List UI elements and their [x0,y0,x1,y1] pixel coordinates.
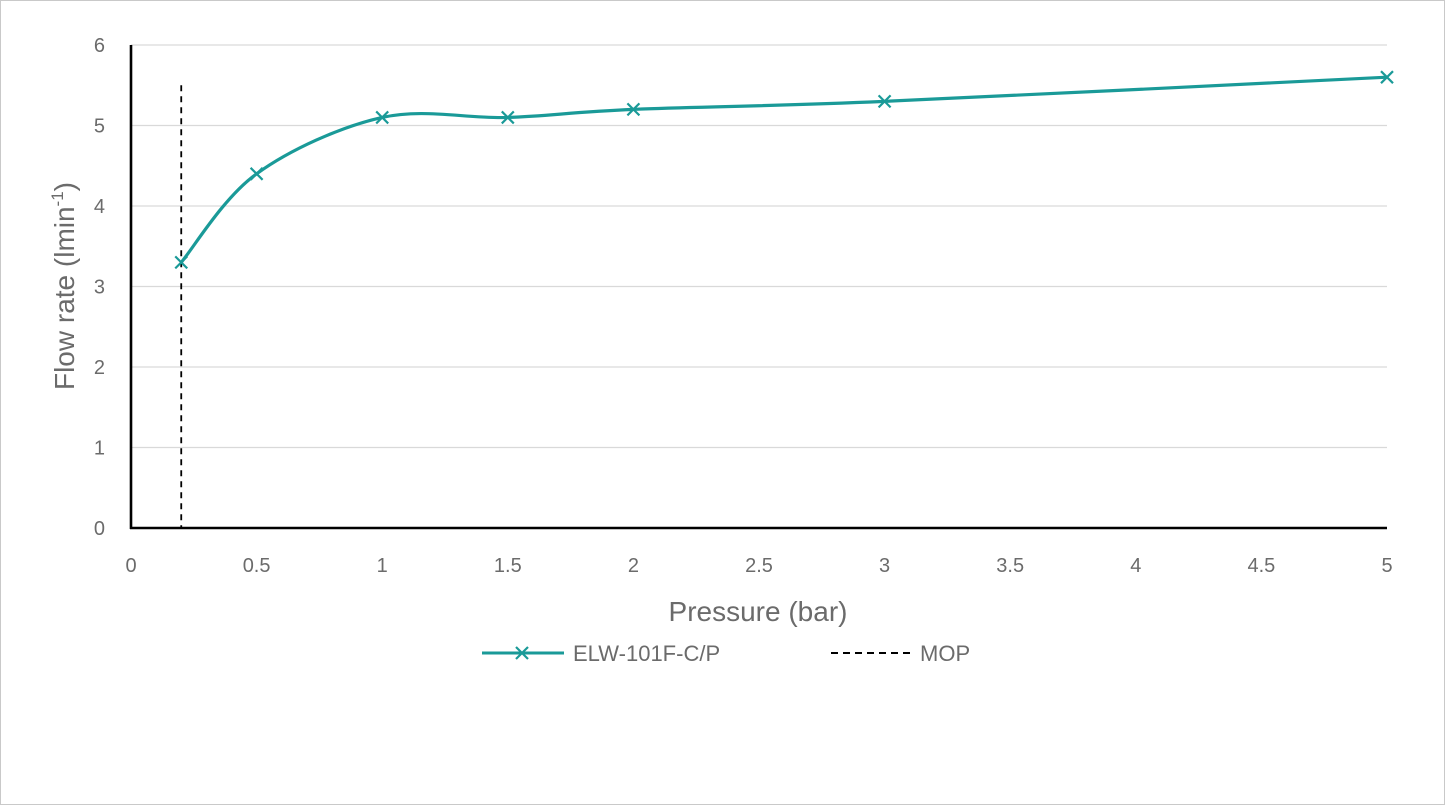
legend-series-label: ELW-101F-C/P [573,641,720,666]
tick-labels: 0 1 2 3 4 5 6 0 0.5 1 1.5 2 2.5 3 3.5 4 4.5 5 [94,35,1393,577]
x-tick-label-4: 2 [628,555,639,577]
y-axis-title-close: ) [49,182,80,191]
axes [129,45,1387,530]
series-layer [174,70,1394,270]
series-line-0 [180,75,1388,264]
data-point-6 [1380,70,1394,84]
y-tick-label-5: 5 [94,116,105,138]
data-point-3 [501,110,515,125]
legend-series-marker [515,646,529,660]
data-point-5 [877,94,892,109]
data-point-0 [174,255,189,270]
y-axis-title-sup: -1 [48,191,67,206]
x-tick-label-6: 3 [879,555,890,577]
y-tick-label-3: 3 [94,277,105,299]
legend-item-mop: MOP [831,641,970,666]
data-point-2 [375,110,389,125]
y-axis-title: Flow rate (lmin-1) [48,182,80,390]
x-tick-label-9: 4.5 [1247,555,1275,577]
y-axis-title-main: Flow rate (lmin [49,206,80,390]
data-point-4 [626,102,641,117]
data-point-1 [249,167,264,181]
y-tick-label-0: 0 [94,518,105,540]
y-tick-label-2: 2 [94,357,105,379]
x-tick-label-5: 2.5 [745,555,773,577]
legend: ELW-101F-C/P MOP [482,641,970,666]
y-tick-label-1: 1 [94,438,105,460]
legend-mop-label: MOP [920,641,970,666]
x-tick-label-1: 0.5 [243,555,271,577]
x-tick-label-2: 1 [377,555,388,577]
gridlines [131,44,1387,449]
y-tick-label-6: 6 [94,35,105,57]
x-axis-title: Pressure (bar) [669,596,848,627]
x-tick-label-7: 3.5 [996,555,1024,577]
x-tick-label-3: 1.5 [494,555,522,577]
y-tick-label-4: 4 [94,196,105,218]
x-tick-label-0: 0 [125,555,136,577]
legend-item-series: ELW-101F-C/P [482,641,720,666]
x-tick-label-10: 5 [1381,555,1392,577]
x-tick-label-8: 4 [1130,555,1141,577]
